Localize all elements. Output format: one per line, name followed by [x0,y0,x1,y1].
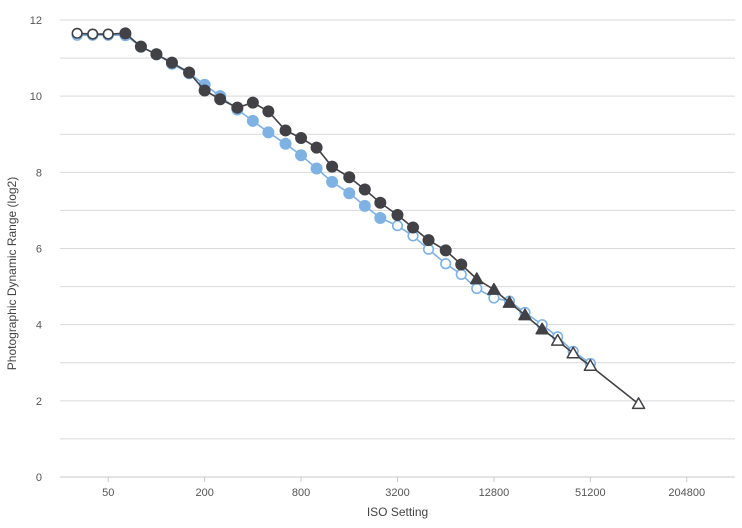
data-point [150,48,163,61]
data-point [391,208,404,221]
data-point [358,199,371,212]
data-point [326,160,339,173]
data-point [183,66,196,79]
data-point [231,101,244,114]
data-point [165,56,178,69]
data-point [455,268,467,280]
series-layer [71,27,646,410]
data-point [407,221,420,234]
data-point-triangle [583,359,598,372]
data-point [374,196,387,209]
y-tick-label: 10 [30,91,42,103]
data-point [102,28,114,40]
x-tick-label: 12800 [479,487,510,499]
series-line [77,34,591,365]
data-point-triangle [566,346,580,359]
data-point [246,96,259,109]
data-point-triangle [535,322,549,335]
data-point [374,212,387,225]
x-tick-label: 3200 [385,487,409,499]
y-tick-label: 12 [30,15,42,27]
data-point [391,220,404,232]
data-point [422,234,435,247]
x-axis-title: ISO Setting [367,505,428,519]
series-line [77,32,640,405]
data-point [295,132,308,145]
y-tick-label: 2 [36,396,42,408]
data-point [310,162,323,175]
data-point [358,183,371,196]
data-point [326,175,339,188]
data-point-triangle [631,397,646,410]
x-tick-labels: 50 200 800 3200 12800 51200 204800 [102,477,705,499]
data-point [343,187,356,200]
x-tick-label: 51200 [575,487,606,499]
series-2 [71,27,646,410]
y-tick-label: 4 [36,320,42,332]
data-point-triangle [550,333,565,346]
data-point [87,28,99,40]
data-point [198,84,211,97]
data-point [295,149,308,162]
data-point [119,27,132,40]
x-tick-label: 800 [292,487,310,499]
data-point [262,105,275,118]
series-1 [71,29,596,370]
x-tick-label: 50 [102,487,114,499]
data-point [310,141,323,154]
y-tick-label: 0 [36,472,42,484]
data-point [71,27,83,39]
data-point [455,258,468,271]
data-point-triangle [470,272,484,285]
x-tick-label: 200 [195,487,213,499]
data-point [440,258,452,270]
data-point [262,126,275,139]
y-tick-label: 6 [36,244,42,256]
data-point-triangle [518,308,532,321]
data-point [279,137,292,150]
data-point [343,171,356,184]
y-tick-labels: 0 2 4 6 8 10 12 [30,15,42,484]
data-point [246,114,259,127]
data-point-triangle [502,295,517,308]
data-point [279,124,292,137]
data-point [439,244,452,257]
data-point-triangle [487,282,501,295]
y-axis-title: Photographic Dynamic Range (log2) [5,177,19,370]
data-point [214,93,227,106]
data-point [134,40,147,53]
x-tick-label: 204800 [668,487,705,499]
data-point [471,282,483,295]
y-tick-label: 8 [36,167,42,179]
